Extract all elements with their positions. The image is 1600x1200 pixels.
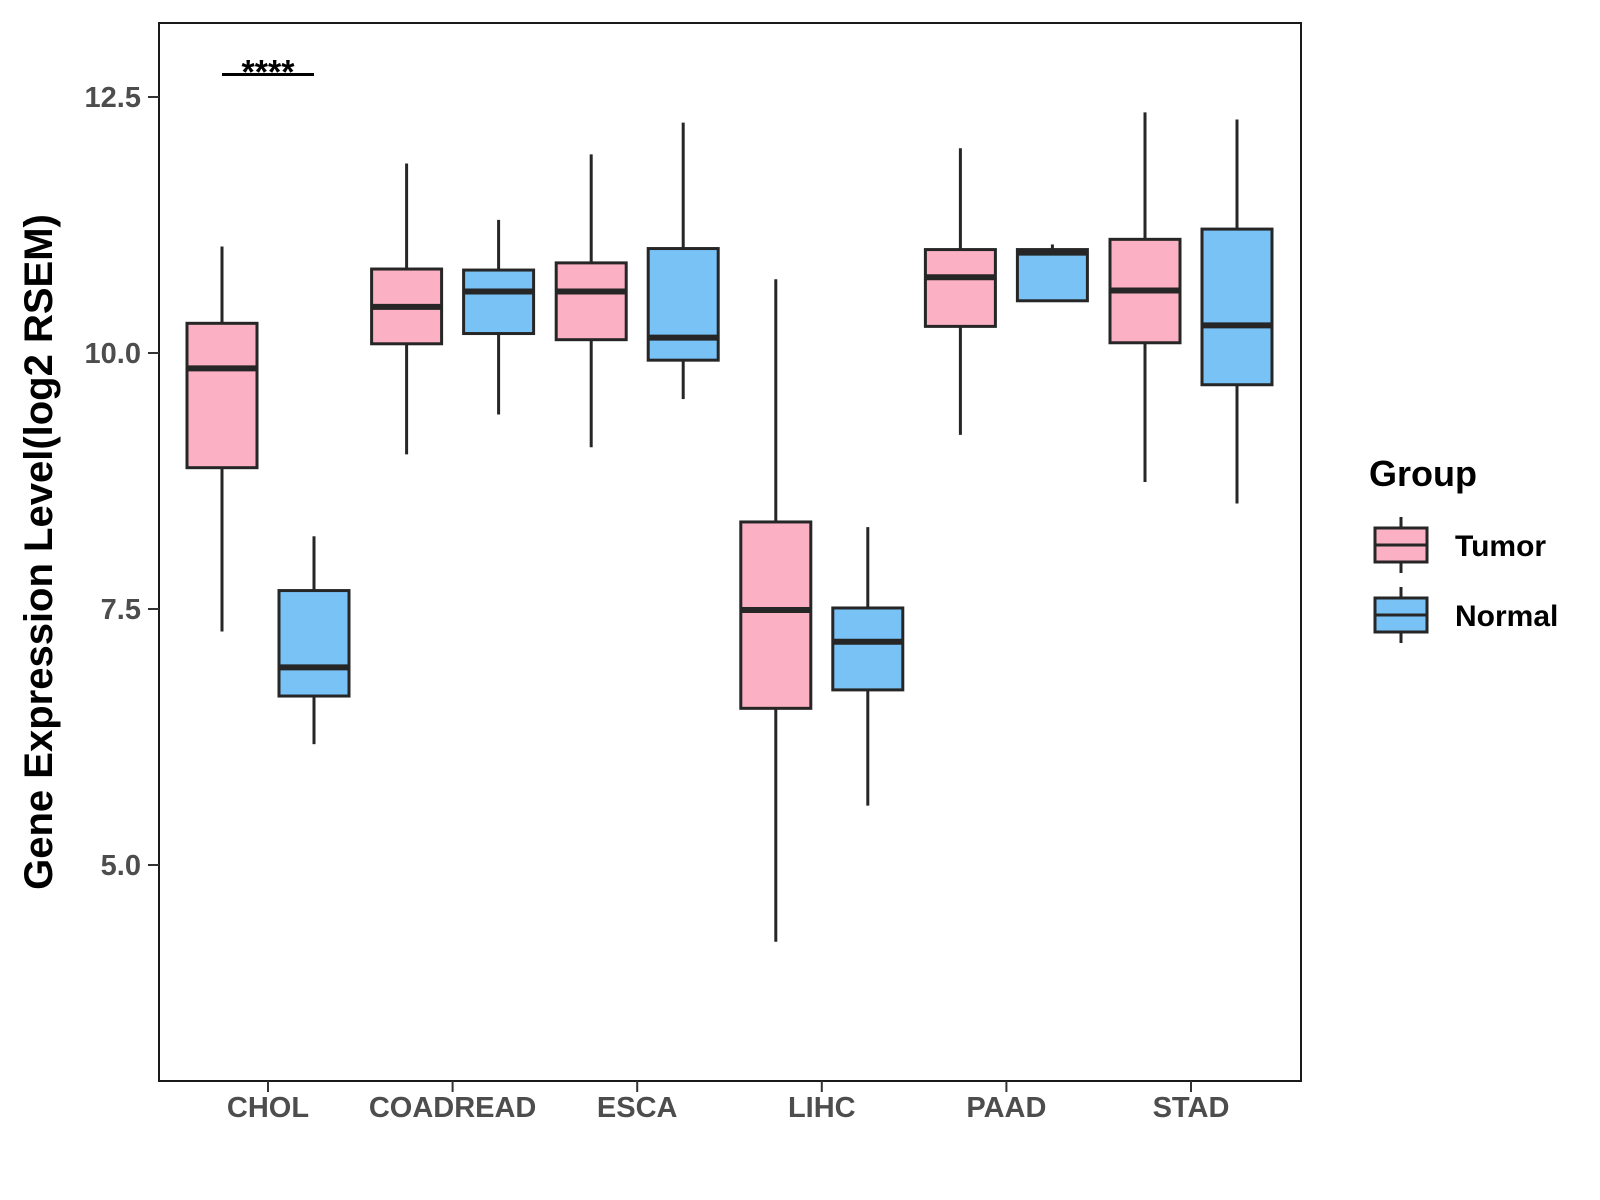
legend-label-tumor: Tumor	[1455, 530, 1546, 563]
y-axis-title: Gene Expression Level(log2 RSEM)	[17, 214, 61, 890]
chart-marks	[185, 112, 1274, 942]
y-axis: 5.0 7.5 10.0 12.5	[85, 82, 159, 882]
box-iqr-esca-normal	[646, 247, 720, 362]
x-tick-label-paad: PAAD	[966, 1092, 1046, 1124]
y-tick-label-12.5: 12.5	[85, 82, 141, 114]
y-tick-label-5.0: 5.0	[101, 850, 141, 882]
box-paad-tumor	[923, 148, 997, 435]
plot-background	[159, 23, 1301, 1081]
y-tick-label-10.0: 10.0	[85, 338, 141, 370]
box-chol-normal	[277, 536, 351, 745]
box-iqr-chol-normal	[277, 589, 351, 698]
x-tick-label-esca: ESCA	[597, 1092, 678, 1124]
x-tick-label-stad: STAD	[1153, 1092, 1230, 1124]
box-paad-normal	[1015, 244, 1089, 303]
box-iqr-paad-normal	[1015, 248, 1089, 303]
box-lihc-normal	[831, 527, 905, 806]
box-iqr-paad-tumor	[923, 248, 997, 328]
x-tick-label-coadread: COADREAD	[369, 1092, 537, 1124]
legend-label-normal: Normal	[1455, 600, 1558, 633]
box-iqr-chol-tumor	[185, 321, 259, 470]
legend-item-normal: Normal	[1373, 587, 1558, 643]
box-iqr-esca-tumor	[554, 261, 628, 342]
legend-title: Group	[1369, 453, 1477, 494]
x-axis: CHOL COADREAD ESCA LIHC PAAD STAD	[227, 1081, 1229, 1124]
box-iqr-coadread-normal	[462, 268, 536, 336]
box-iqr-stad-normal	[1200, 227, 1274, 387]
x-tick-label-chol: CHOL	[227, 1092, 309, 1124]
box-iqr-lihc-tumor	[739, 520, 813, 710]
legend-item-tumor: Tumor	[1373, 517, 1546, 573]
box-esca-tumor	[554, 154, 628, 448]
y-tick-label-7.5: 7.5	[101, 594, 141, 626]
x-tick-label-lihc: LIHC	[788, 1092, 856, 1124]
box-stad-tumor	[1108, 112, 1182, 483]
legend: Group Tumor Normal	[1369, 453, 1558, 643]
box-esca-normal	[646, 122, 720, 400]
box-chol-tumor	[185, 246, 259, 632]
box-iqr-lihc-normal	[831, 606, 905, 692]
box-coadread-tumor	[370, 163, 444, 455]
plot-panel-border	[158, 22, 1302, 1082]
box-stad-normal	[1200, 119, 1274, 504]
box-lihc-tumor	[739, 279, 813, 942]
box-coadread-normal	[462, 219, 536, 415]
significance-label-chol: ****	[242, 53, 296, 91]
significance-annotations: ****	[222, 53, 314, 91]
